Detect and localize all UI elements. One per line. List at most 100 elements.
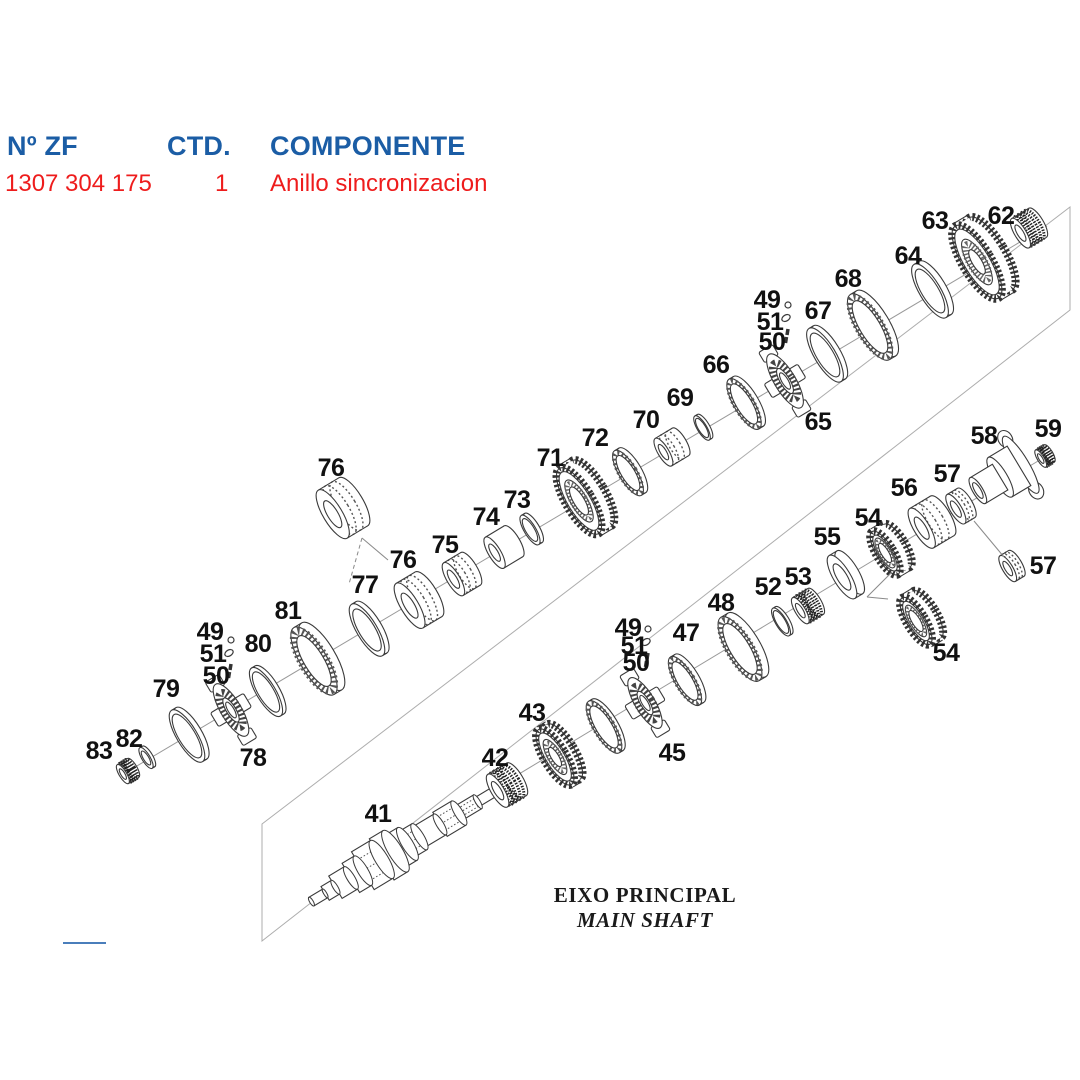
callout-58: 58 <box>971 422 998 450</box>
leader-line-dashed-1 <box>348 537 363 585</box>
part-47 <box>667 653 707 707</box>
footer-link-underline <box>63 942 106 944</box>
part-65 <box>758 344 812 418</box>
part-qty-value: 1 <box>215 170 229 197</box>
part-67 <box>806 324 849 383</box>
diagram-caption: EIXO PRINCIPAL MAIN SHAFT <box>530 883 760 933</box>
callout-47: 47 <box>673 619 700 647</box>
callout-51: 51 <box>757 308 784 336</box>
part-41 <box>307 787 497 907</box>
part-53 <box>790 587 826 625</box>
callout-75: 75 <box>432 531 459 559</box>
callout-80: 80 <box>245 630 272 658</box>
detent-parts-set-3 <box>641 625 652 668</box>
part-79 <box>168 706 210 763</box>
callout-52: 52 <box>755 573 782 601</box>
part-68 <box>846 289 900 361</box>
part-78 <box>205 674 257 746</box>
callout-57: 57 <box>934 460 961 488</box>
callout-49: 49 <box>754 286 781 314</box>
callout-69: 69 <box>667 384 694 412</box>
callout-50: 50 <box>623 649 650 677</box>
callout-65: 65 <box>805 408 832 436</box>
callout-76: 76 <box>390 546 417 574</box>
column-header-component: COMPONENTE <box>270 131 466 161</box>
part-57-loose <box>998 549 1026 583</box>
callout-49: 49 <box>197 618 224 646</box>
part-48 <box>717 611 770 682</box>
part-80 <box>248 664 287 718</box>
callout-67: 67 <box>805 297 832 325</box>
callout-82: 82 <box>116 725 143 753</box>
callout-56: 56 <box>891 474 918 502</box>
part-58 <box>968 429 1045 505</box>
part-45-ring <box>585 698 626 754</box>
callout-50: 50 <box>759 328 786 356</box>
callout-79: 79 <box>153 675 180 703</box>
callout-77: 77 <box>352 571 379 599</box>
callout-68: 68 <box>835 265 862 293</box>
callout-66: 66 <box>703 351 730 379</box>
column-header-quantity: CTD. <box>167 131 231 161</box>
part-name-value: Anillo sincronizacion <box>270 170 488 197</box>
part-43 <box>532 719 587 789</box>
callout-55: 55 <box>814 523 841 551</box>
part-82 <box>138 745 157 770</box>
callout-71: 71 <box>537 444 564 472</box>
part-62 <box>1009 207 1049 249</box>
part-55 <box>826 549 866 600</box>
callout-45: 45 <box>659 739 686 767</box>
part-77 <box>348 600 390 657</box>
callout-51: 51 <box>200 640 227 668</box>
callout-43: 43 <box>519 699 546 727</box>
part-74 <box>483 525 525 569</box>
part-72 <box>611 447 649 497</box>
callout-49: 49 <box>615 614 642 642</box>
callout-70: 70 <box>633 406 660 434</box>
callout-81: 81 <box>275 597 302 625</box>
callout-48: 48 <box>708 589 735 617</box>
callout-59: 59 <box>1035 415 1062 443</box>
part-59 <box>1034 444 1056 468</box>
part-76-bearing <box>393 571 445 629</box>
part-number-value: 1307 304 175 <box>5 170 152 197</box>
callout-54: 54 <box>855 504 882 532</box>
callout-74: 74 <box>473 503 500 531</box>
part-54-loose <box>896 586 948 649</box>
part-76-cup <box>315 476 371 540</box>
callout-72: 72 <box>582 424 609 452</box>
caption-portuguese: EIXO PRINCIPAL <box>553 883 737 907</box>
part-69 <box>693 413 714 441</box>
callout-83: 83 <box>86 737 113 765</box>
detent-parts-set-1 <box>781 301 792 344</box>
callout-51: 51 <box>621 632 648 660</box>
callout-50: 50 <box>203 662 230 690</box>
part-52 <box>770 605 794 637</box>
column-header-part-number: Nº ZF <box>7 131 78 161</box>
part-57-front <box>945 487 977 525</box>
callout-78: 78 <box>240 744 267 772</box>
callout-62: 62 <box>988 202 1015 230</box>
detent-parts-set-2 <box>224 636 235 679</box>
part-75 <box>441 551 483 597</box>
part-73 <box>519 512 545 546</box>
part-42 <box>485 762 529 808</box>
part-64 <box>911 260 955 319</box>
part-70 <box>653 427 691 467</box>
part-66 <box>726 375 766 430</box>
part-63 <box>948 213 1020 303</box>
callout-76: 76 <box>318 454 345 482</box>
caption-english: MAIN SHAFT <box>576 908 714 932</box>
part-83 <box>115 757 141 785</box>
leader-line-3 <box>973 520 1005 558</box>
part-54 <box>866 519 916 579</box>
leader-line-1 <box>361 537 389 561</box>
callout-42: 42 <box>482 744 509 772</box>
part-45 <box>619 668 671 738</box>
callout-41: 41 <box>365 800 392 828</box>
callout-53: 53 <box>785 563 812 591</box>
callout-73: 73 <box>504 486 531 514</box>
part-71 <box>552 456 619 539</box>
